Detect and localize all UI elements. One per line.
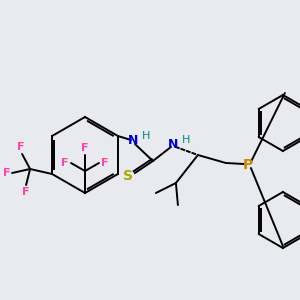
- Text: N: N: [128, 134, 138, 148]
- Text: P: P: [243, 158, 253, 172]
- Text: F: F: [3, 168, 10, 178]
- Text: F: F: [17, 142, 25, 152]
- Text: S: S: [123, 169, 133, 183]
- Text: H: H: [142, 131, 150, 141]
- Text: H: H: [182, 135, 190, 145]
- Text: N: N: [168, 139, 178, 152]
- Text: F: F: [61, 158, 69, 168]
- Text: F: F: [81, 143, 89, 153]
- Text: F: F: [101, 158, 109, 168]
- Text: F: F: [22, 187, 30, 197]
